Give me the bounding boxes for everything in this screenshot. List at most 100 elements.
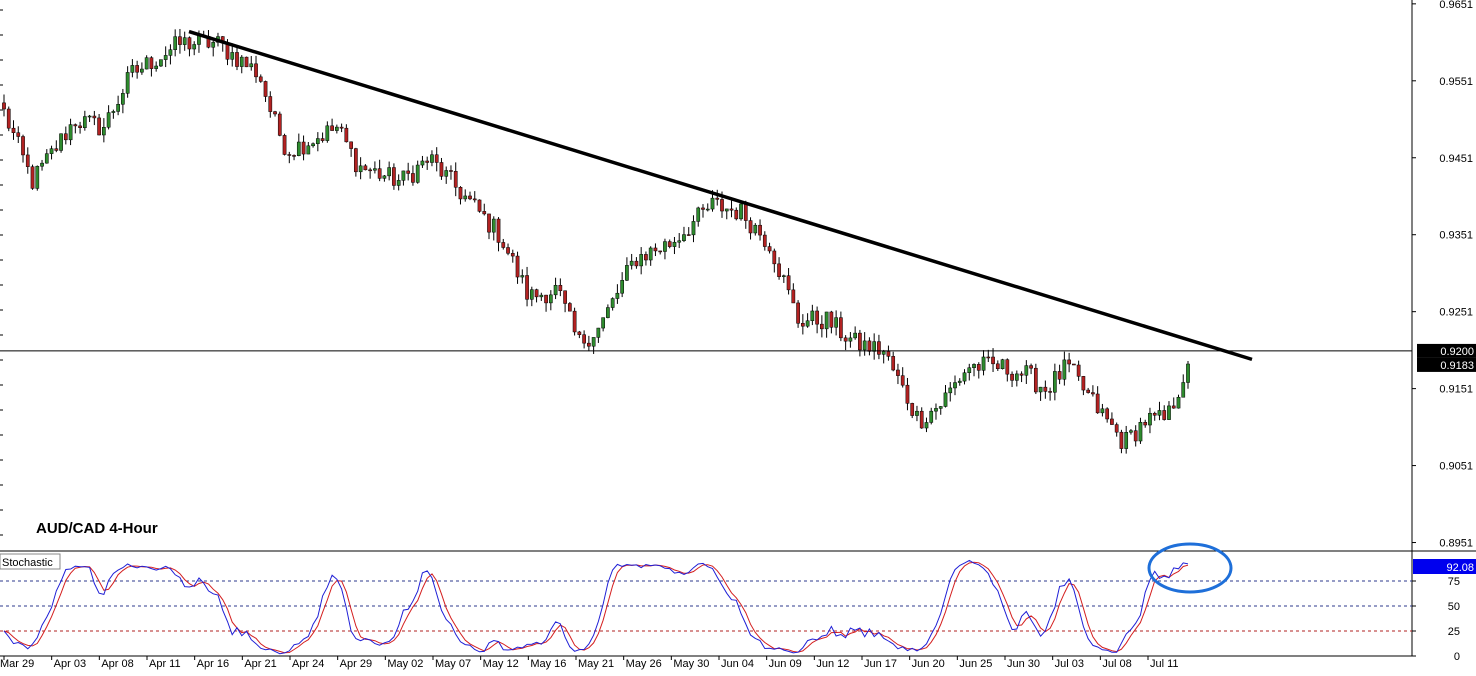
candle [957, 378, 962, 386]
candle [401, 170, 406, 186]
candle [572, 307, 577, 336]
candle-body [1081, 376, 1086, 391]
candle-body [1038, 386, 1043, 393]
candle [135, 60, 139, 79]
candle [154, 61, 159, 72]
date-tick-label: May 12 [483, 658, 519, 670]
candle-body [282, 135, 287, 155]
candle-body [648, 247, 653, 261]
candle [767, 242, 772, 254]
candle [929, 407, 934, 425]
candle-body [487, 213, 491, 233]
candle [796, 300, 800, 328]
candle-body [696, 207, 701, 222]
candle-body [1171, 405, 1176, 409]
candle-body [16, 132, 21, 137]
candle-body [444, 170, 449, 177]
candle [182, 31, 187, 51]
candle-body [824, 311, 829, 330]
candle [330, 118, 334, 131]
candle-body [187, 37, 192, 50]
candle [116, 95, 120, 116]
date-tick-label: Jun 09 [769, 658, 802, 670]
candle [73, 123, 78, 134]
candle-body [767, 246, 772, 252]
candle [363, 164, 368, 171]
candle [691, 215, 696, 243]
candle-body [610, 298, 615, 308]
candle [268, 91, 273, 118]
candle-body [1033, 367, 1038, 393]
candle [739, 202, 743, 221]
candle [1072, 363, 1076, 366]
candle [1005, 358, 1010, 382]
price-tag-label: 0.9183 [1440, 360, 1474, 372]
candle [477, 199, 482, 213]
candle-body [54, 148, 59, 151]
candle-body [192, 44, 197, 50]
candle [648, 246, 653, 266]
candle-body [1048, 391, 1052, 393]
candle-body [344, 127, 349, 143]
candle-body [796, 302, 800, 324]
candlestick-series [2, 28, 1190, 454]
candle [629, 253, 634, 270]
candle-body [506, 247, 510, 254]
candle-body [539, 294, 544, 298]
candle [106, 105, 111, 130]
candle-body [658, 250, 663, 253]
date-tick-label: May 16 [530, 658, 566, 670]
candle-body [311, 143, 315, 147]
price-tick-label: 0.8951 [1439, 538, 1473, 550]
candle [335, 124, 339, 134]
candle [653, 243, 658, 257]
candle [900, 367, 905, 388]
candle-body [995, 363, 1000, 370]
candle-body [525, 275, 529, 300]
candle-body [121, 93, 125, 105]
candle-body [601, 317, 605, 329]
candle-body [25, 154, 30, 167]
candle [567, 302, 572, 312]
candle [354, 147, 358, 177]
candle [411, 165, 415, 186]
candle [282, 133, 287, 156]
candle-body [235, 52, 239, 67]
price-axis: 0.9651 0.9551 0.9451 0.9351 0.9251 0.9151 0.90… [0, 0, 1476, 656]
candle-body [301, 141, 306, 155]
stoch-label-text: Stochastic [2, 557, 53, 569]
candle-body [325, 125, 330, 141]
candle [753, 223, 758, 236]
candle [1152, 411, 1157, 421]
candle [843, 335, 848, 351]
candle-body [1005, 359, 1010, 375]
candle-body [1100, 408, 1105, 414]
candle-body [553, 284, 558, 296]
candle-body [116, 104, 120, 112]
candle [881, 349, 886, 364]
candle-body [629, 260, 634, 266]
candle [1095, 386, 1100, 414]
candle [239, 55, 244, 74]
candle [11, 120, 16, 140]
candle-body [382, 175, 387, 179]
candle [995, 360, 1000, 371]
candle [1167, 401, 1171, 420]
candle-body [1138, 421, 1143, 442]
candle [553, 277, 558, 300]
candle-body [1152, 412, 1157, 416]
candle [777, 257, 781, 280]
price-tick-label: 0.9051 [1439, 461, 1473, 473]
candle-body [30, 166, 35, 189]
candle [877, 334, 881, 360]
candle [1076, 360, 1081, 381]
candle-body [853, 332, 857, 339]
candle-body [458, 187, 463, 200]
candle [468, 191, 472, 201]
stoch-signal-line [3, 561, 1189, 654]
candle-body [501, 242, 506, 248]
candle-body [1072, 363, 1076, 366]
candle-body [691, 221, 696, 236]
candle-body [881, 351, 886, 355]
